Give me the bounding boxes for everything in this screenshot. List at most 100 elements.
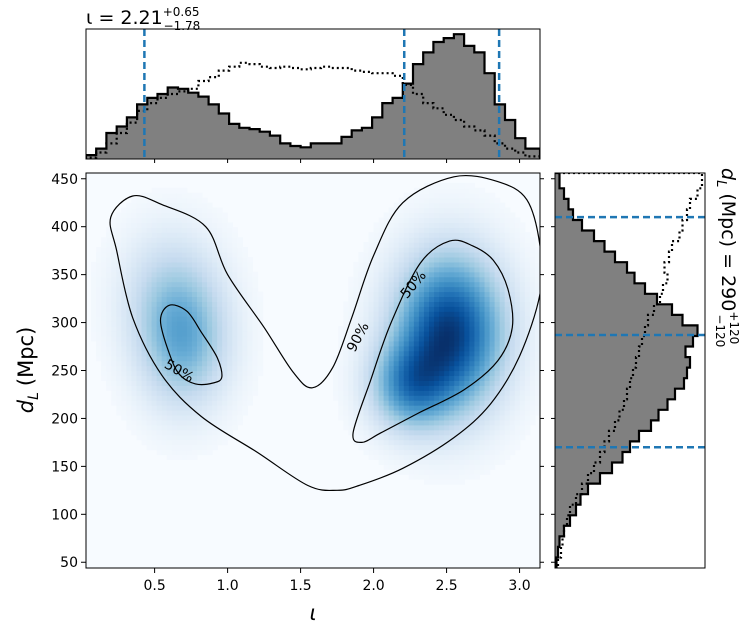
heatmap-cell	[403, 192, 410, 199]
heatmap-cell	[126, 232, 132, 238]
heatmap-cell	[489, 311, 496, 317]
heatmap-cell	[202, 340, 208, 347]
heatmap-cell	[156, 380, 163, 386]
heatmap-cell	[212, 266, 218, 273]
heatmap-cell	[217, 335, 223, 342]
heatmap-cell	[378, 340, 385, 347]
heatmap-cell	[469, 340, 476, 347]
heatmap-cell	[196, 202, 203, 209]
heatmap-cell	[141, 390, 148, 396]
heatmap-cell	[368, 261, 375, 268]
heatmap-cell	[449, 469, 455, 475]
heatmap-cell	[403, 355, 410, 362]
heatmap-cell	[388, 217, 395, 223]
heatmap-cell	[252, 326, 259, 332]
heatmap-cell	[484, 207, 491, 214]
heatmap-cell	[464, 237, 470, 243]
heatmap-cell	[186, 414, 193, 421]
heatmap-cell	[106, 276, 112, 283]
heatmap-cell	[408, 459, 415, 465]
heatmap-cell	[348, 321, 354, 327]
heatmap-cell	[91, 306, 97, 312]
heatmap-cell	[232, 242, 238, 248]
heatmap-cell	[383, 247, 390, 253]
heatmap-cell	[212, 207, 218, 214]
heatmap-cell	[176, 335, 183, 342]
heatmap-cell	[504, 360, 511, 367]
heatmap-cell	[191, 350, 198, 357]
heatmap-cell	[212, 227, 218, 233]
heatmap-cell	[106, 340, 112, 347]
heatmap-cell	[212, 385, 218, 391]
heatmap-cell	[232, 360, 238, 367]
heatmap-cell	[106, 306, 112, 312]
heatmap-cell	[126, 306, 132, 312]
heatmap-cell	[459, 429, 465, 436]
heatmap-cell	[519, 261, 526, 268]
heatmap-cell	[398, 316, 405, 322]
heatmap-cell	[373, 355, 380, 362]
heatmap-cell	[484, 419, 491, 426]
heatmap-cell	[202, 291, 208, 298]
heatmap-cell	[464, 291, 470, 298]
heatmap-cell	[232, 375, 238, 381]
heatmap-cell	[408, 276, 415, 283]
heatmap-cell	[207, 286, 213, 293]
heatmap-cell	[176, 222, 183, 228]
heatmap-cell	[494, 252, 501, 258]
heatmap-cell	[207, 321, 213, 327]
heatmap-cell	[358, 326, 365, 332]
heatmap-cell	[146, 360, 153, 367]
heatmap-cell	[237, 340, 243, 347]
heatmap-cell	[222, 414, 228, 421]
heatmap-cell	[333, 365, 339, 372]
heatmap-cell	[222, 395, 228, 401]
heatmap-cell	[368, 340, 375, 347]
heatmap-cell	[474, 256, 481, 263]
heatmap-cell	[413, 232, 420, 238]
heatmap-cell	[444, 207, 450, 214]
heatmap-cell	[449, 197, 455, 204]
heatmap-cell	[338, 365, 344, 372]
heatmap-cell	[434, 222, 440, 228]
heatmap-cell	[454, 395, 460, 401]
heatmap-cell	[499, 227, 506, 233]
heatmap-cell	[489, 360, 496, 367]
heatmap-cell	[358, 395, 365, 401]
heatmap-cell	[444, 454, 450, 460]
heatmap-cell	[196, 345, 203, 352]
heatmap-cell	[161, 405, 168, 411]
heatmap-cell	[499, 217, 506, 223]
heatmap-cell	[181, 350, 188, 357]
heatmap-cell	[474, 187, 481, 194]
heatmap-cell	[353, 321, 359, 327]
heatmap-cell	[484, 247, 491, 253]
heatmap-cell	[151, 424, 158, 431]
heatmap-cell	[202, 414, 208, 421]
heatmap-cell	[363, 405, 370, 411]
heatmap-cell	[196, 261, 203, 268]
heatmap-cell	[418, 281, 425, 288]
heatmap-cell	[398, 252, 405, 258]
heatmap-cell	[222, 281, 228, 288]
heatmap-cell	[257, 340, 264, 347]
heatmap-cell	[378, 454, 385, 460]
heatmap-cell	[504, 400, 511, 406]
heatmap-cell	[454, 311, 460, 317]
heatmap-cell	[348, 350, 354, 357]
heatmap-cell	[166, 380, 173, 386]
heatmap-cell	[181, 390, 188, 396]
heatmap-cell	[343, 345, 349, 352]
heatmap-cell	[222, 365, 228, 372]
contour-50-right	[352, 239, 514, 444]
heatmap-cell	[196, 271, 203, 278]
heatmap-cell	[358, 256, 365, 263]
heatmap-cell	[237, 326, 243, 332]
heatmap-cell	[222, 419, 228, 426]
heatmap-cell	[116, 370, 122, 377]
heatmap-cell	[469, 459, 476, 465]
heatmap-cell	[196, 419, 203, 426]
heatmap-cell	[348, 301, 354, 307]
heatmap-cell	[504, 212, 511, 219]
heatmap-cell	[398, 301, 405, 307]
